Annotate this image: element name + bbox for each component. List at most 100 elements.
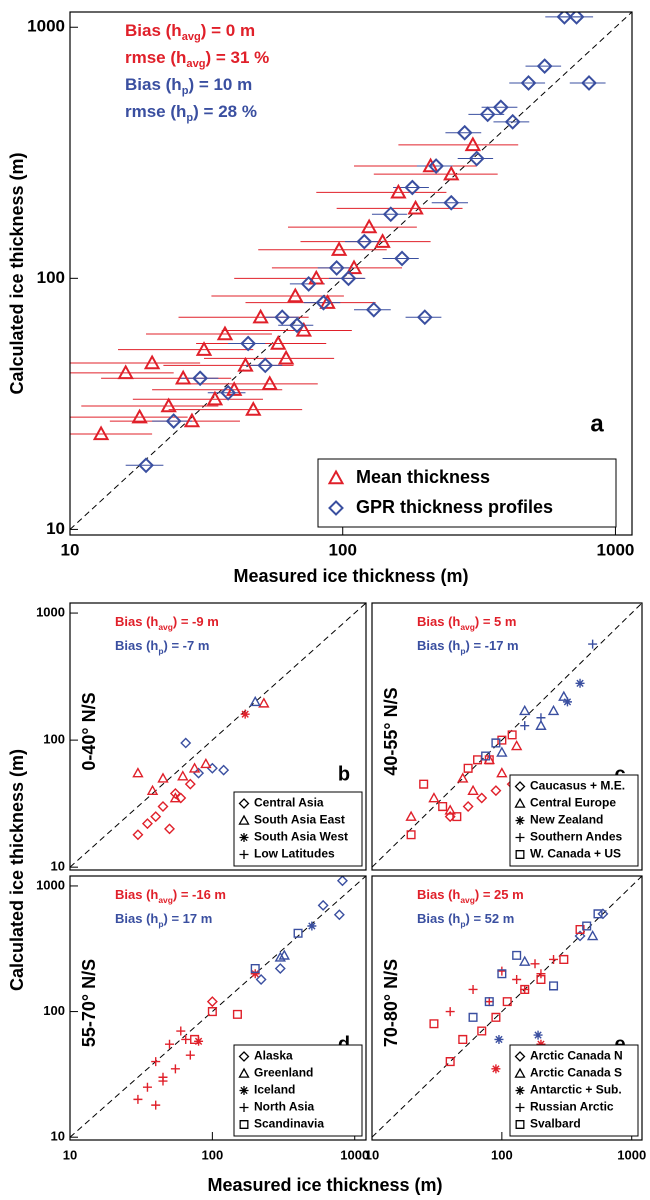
x-tick-label: 100 [329,540,357,559]
marker [468,984,478,994]
marker [581,75,597,91]
annotation-tail: ) = 10 m [188,75,252,94]
annotation-text: Bias (h [125,75,182,94]
marker [407,199,424,215]
annotation-sub: p [182,85,189,97]
panel-letter: c [614,763,625,785]
marker [328,260,345,276]
annotation-text: Bias (h [125,21,182,40]
region-label: 0-40° N/S [79,692,99,770]
plot-area [372,876,642,1138]
legend-box [317,458,617,528]
y-tick-label: 10 [51,1129,65,1144]
y-tick-label: 100 [43,732,65,747]
marker [255,974,267,985]
marker [582,921,592,931]
marker [356,233,373,250]
marker [468,1012,478,1022]
marker [184,778,196,790]
marker [574,930,586,942]
legend-marker [515,833,525,842]
marker [533,1030,543,1040]
annotation: Bias (havg) = 25 m [417,887,524,905]
annotation: Bias (hp) = 52 m [417,911,514,929]
marker [151,1100,161,1110]
marker [444,804,456,815]
annotation-sub: avg [460,622,475,632]
marker [504,113,521,130]
marker [481,751,491,761]
legend-label: Mean thickness [356,467,490,487]
marker [92,425,110,441]
marker [176,1026,186,1036]
marker [452,812,462,822]
marker [491,738,501,748]
marker [287,287,304,303]
annotation-text: Bias (h [417,911,460,926]
one-to-one-line [70,876,366,1138]
marker [428,158,445,174]
legend-box [233,1044,363,1137]
plot-frame [371,875,643,1141]
annotation-text: Bias (h [417,638,460,653]
marker [252,308,269,324]
x-tick-label: 1000 [597,540,635,559]
x-tick-label: 1000 [617,1147,646,1162]
marker [319,294,336,309]
marker [207,1007,217,1017]
marker [218,764,230,776]
marker [195,341,213,356]
marker [240,335,257,352]
marker [365,301,382,318]
annotation: Bias (havg) = 5 m [417,614,516,632]
marker [274,963,286,975]
marker [443,194,460,211]
annotation-tail: ) = 31 % [205,48,269,67]
marker [278,949,290,960]
marker [536,969,546,979]
marker [237,356,254,372]
annotation-tail: ) = 0 m [201,21,255,40]
marker [295,321,313,337]
legend-marker [238,1067,250,1078]
legend-marker [514,1051,526,1062]
annotation-text: Bias (h [417,887,460,902]
marker [562,697,572,707]
marker [190,1034,200,1044]
marker [464,136,482,152]
legend-marker [514,1067,526,1078]
annotation: rmse (hp) = 28 % [125,102,257,123]
legend-label: Arctic Canada S [530,1066,622,1080]
marker [491,1012,501,1022]
marker [300,276,317,292]
marker [497,969,507,979]
legend-marker [239,850,249,859]
marker [549,981,559,991]
marker [220,384,237,401]
marker [133,1094,143,1104]
marker [270,334,287,350]
marker [476,792,488,804]
annotation-sub: p [460,919,465,929]
marker [405,810,417,821]
marker [556,12,573,25]
plot-area [372,603,642,868]
legend-label: W. Canada + US [530,847,621,861]
annotation: Bias (havg) = -16 m [115,887,226,905]
annotation-sub: p [158,646,163,656]
marker [165,1039,175,1049]
legend-label: Scandinavia [254,1117,324,1131]
y-tick-label: 1000 [27,17,65,36]
panel-letter: b [338,763,350,785]
legend-label: Antarctic + Sub. [530,1083,622,1097]
legend-marker [515,1120,525,1129]
marker [597,908,609,920]
annotation-tail: ) = -17 m [466,638,519,653]
legend-label: Alaska [254,1049,293,1063]
marker [419,779,429,789]
annotation-tail: ) = -16 m [173,887,226,902]
annotation-tail: ) = 25 m [475,887,524,902]
legend-label: Iceland [254,1083,295,1097]
marker [142,1082,152,1092]
